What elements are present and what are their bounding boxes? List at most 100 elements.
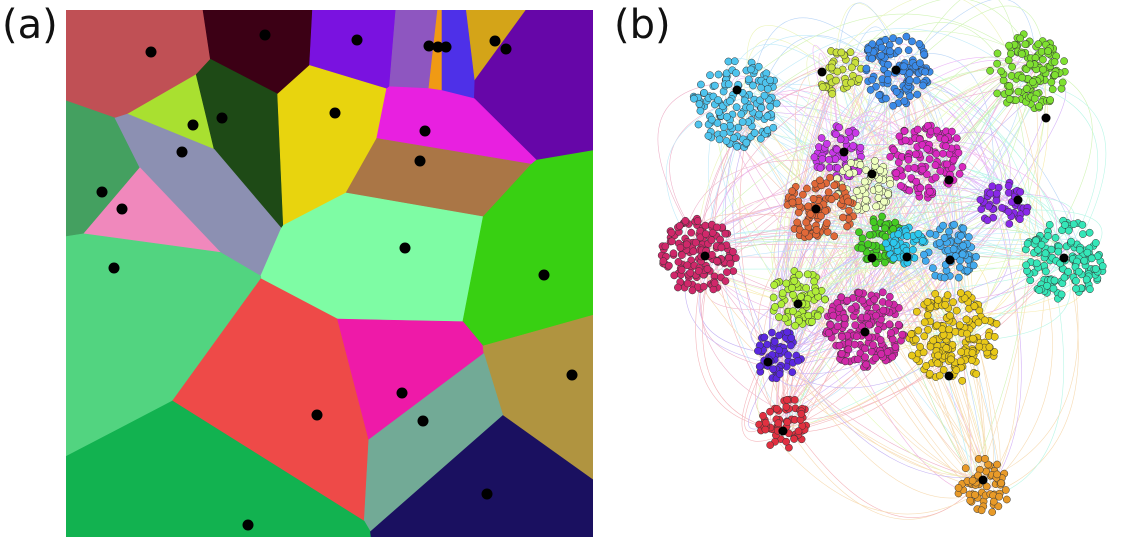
network-node — [794, 427, 803, 436]
network-node — [770, 281, 779, 289]
network-node — [693, 217, 702, 225]
network-node — [681, 216, 690, 225]
network-node — [721, 229, 730, 238]
network-node — [804, 202, 813, 211]
network-edge — [875, 56, 1014, 187]
network-node — [931, 173, 940, 182]
network-edge — [740, 13, 1036, 87]
network-node — [949, 155, 958, 164]
voronoi-site — [538, 269, 550, 281]
network-node — [757, 104, 766, 112]
network-node — [955, 170, 964, 178]
network-node — [759, 411, 767, 420]
network-node — [909, 246, 917, 254]
network-edge — [985, 278, 1064, 500]
network-node — [877, 350, 886, 358]
network-node — [661, 242, 670, 251]
network-node — [986, 189, 995, 198]
network-node — [682, 240, 691, 249]
network-node — [811, 287, 820, 296]
network-node — [997, 67, 1005, 76]
network-node — [900, 127, 909, 135]
network-node — [694, 267, 703, 275]
network-node — [686, 268, 695, 277]
network-node — [1049, 284, 1058, 293]
network-node — [1022, 84, 1031, 93]
network-node — [1016, 34, 1025, 43]
network-node — [916, 184, 925, 192]
network-node — [943, 160, 951, 169]
network-node — [862, 204, 870, 212]
community-cluster — [822, 288, 908, 371]
network-edge — [696, 65, 841, 239]
network-node — [895, 37, 903, 45]
network-node — [1048, 85, 1057, 94]
network-node — [1067, 237, 1075, 246]
network-node — [908, 37, 916, 46]
network-node — [782, 279, 791, 288]
voronoi-site — [440, 41, 452, 53]
network-node — [855, 75, 863, 83]
network-node — [783, 395, 791, 404]
voronoi-site — [399, 242, 411, 254]
community-cluster — [817, 47, 865, 98]
network-node — [1054, 247, 1063, 256]
network-node — [932, 150, 941, 158]
network-edge — [846, 75, 947, 327]
network-node — [810, 277, 818, 286]
network-node — [674, 258, 683, 266]
network-node — [910, 163, 919, 172]
network-node — [837, 48, 846, 57]
network-node — [844, 127, 853, 136]
network-node — [998, 204, 1006, 212]
voronoi-site — [216, 112, 228, 124]
network-node — [1060, 273, 1069, 282]
network-edge — [827, 0, 1014, 65]
community-hub — [839, 147, 849, 157]
network-node — [1005, 95, 1014, 103]
network-node — [760, 91, 769, 100]
network-node — [884, 60, 892, 69]
network-node — [838, 332, 846, 341]
community-cluster — [755, 395, 810, 452]
voronoi-sites — [96, 29, 578, 531]
community-cluster — [1021, 216, 1107, 303]
network-edge — [769, 198, 1001, 369]
network-node — [1078, 221, 1087, 229]
network-node — [688, 286, 697, 295]
network-node — [782, 403, 791, 411]
network-node — [1032, 259, 1041, 268]
network-node — [837, 349, 846, 358]
network-node — [922, 362, 931, 370]
network-node — [699, 282, 708, 291]
community-cluster — [882, 223, 929, 268]
voronoi-site — [351, 34, 363, 46]
network-edge — [786, 349, 987, 479]
network-node — [766, 441, 775, 449]
network-node — [761, 419, 770, 427]
network-node — [742, 138, 751, 147]
network-node — [851, 129, 860, 137]
network-node — [926, 229, 934, 238]
network-node — [884, 190, 892, 198]
network-node — [1051, 71, 1059, 79]
network-node — [972, 370, 981, 378]
network-node — [738, 118, 747, 126]
network-edge — [1008, 195, 1075, 244]
network-node — [881, 224, 889, 233]
network-node — [955, 321, 964, 330]
network-node — [756, 134, 765, 143]
network-node — [1069, 220, 1078, 229]
network-node — [935, 238, 944, 247]
network-node — [969, 261, 978, 270]
network-node — [835, 341, 844, 350]
network-edge — [871, 326, 996, 496]
network-node — [934, 351, 942, 360]
network-node — [839, 213, 847, 222]
network-node — [710, 279, 719, 287]
network-node — [952, 134, 961, 143]
network-node — [703, 265, 712, 273]
network-node — [958, 376, 967, 385]
community-hub — [763, 357, 773, 367]
network-edge — [779, 166, 918, 358]
